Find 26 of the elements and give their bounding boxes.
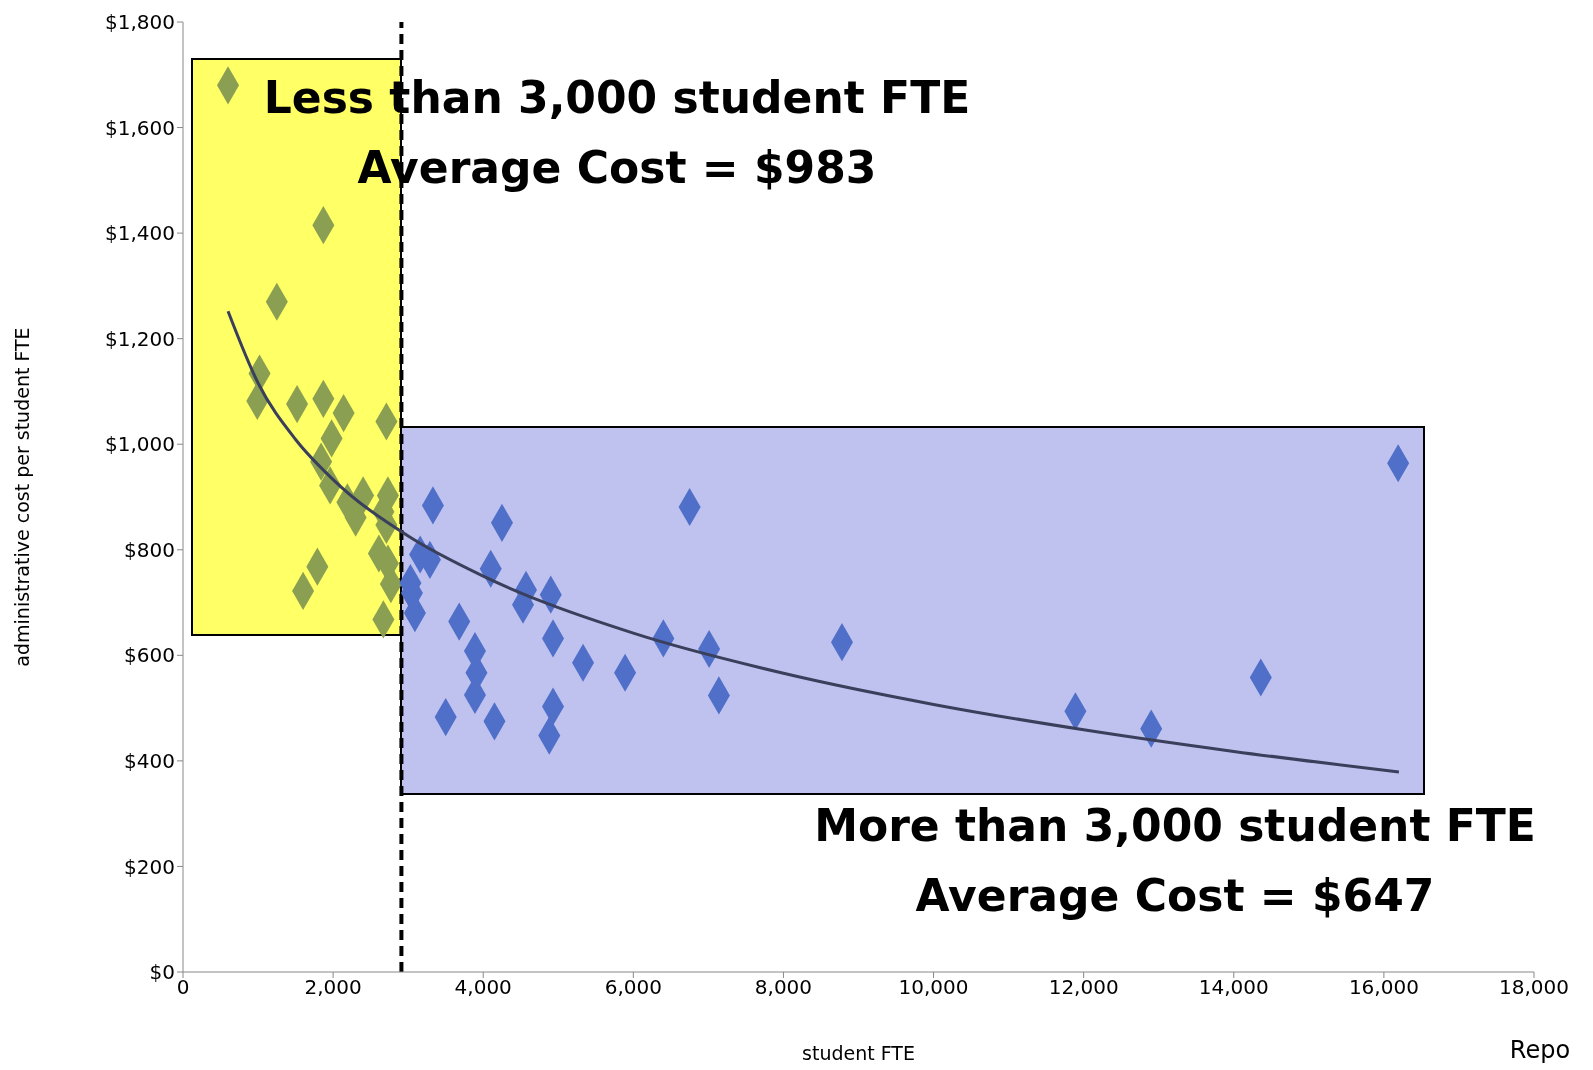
y-tick-label: $0	[149, 960, 175, 985]
y-tick-label: $1,400	[105, 221, 175, 246]
y-tick-label: $1,800	[105, 10, 175, 35]
annotation: Average Cost = $647	[915, 870, 1435, 921]
x-tick-label: 0	[176, 975, 190, 1000]
y-tick-label: $400	[124, 748, 175, 773]
y-tick-label: $1,600	[105, 115, 175, 140]
x-tick-label: 2,000	[304, 975, 362, 1000]
y-axis-title: administrative cost per student FTE	[10, 327, 33, 667]
x-tick-label: 8,000	[754, 975, 813, 1000]
x-tick-label: 16,000	[1348, 975, 1419, 1000]
x-tick-label: 6,000	[604, 975, 662, 1000]
x-axis-title: student FTE	[802, 1042, 915, 1064]
text: Repo	[1509, 1036, 1571, 1064]
y-tick-label: $1,200	[105, 326, 175, 351]
x-tick-label: 10,000	[898, 975, 969, 1000]
x-tick-label: 18,000	[1499, 975, 1569, 1000]
x-tick-label: 14,000	[1198, 975, 1269, 1000]
x-tick-label: 4,000	[454, 975, 512, 1000]
line-series	[226, 309, 1401, 774]
y-tick-label: $200	[124, 854, 175, 879]
y-tick-label: $600	[124, 643, 175, 668]
y-tick-label: $1,000	[105, 432, 175, 457]
annotation: More than 3,000 student FTE	[814, 800, 1536, 851]
y-tick-label: $800	[124, 537, 175, 562]
x-tick-label: 12,000	[1048, 975, 1119, 1000]
